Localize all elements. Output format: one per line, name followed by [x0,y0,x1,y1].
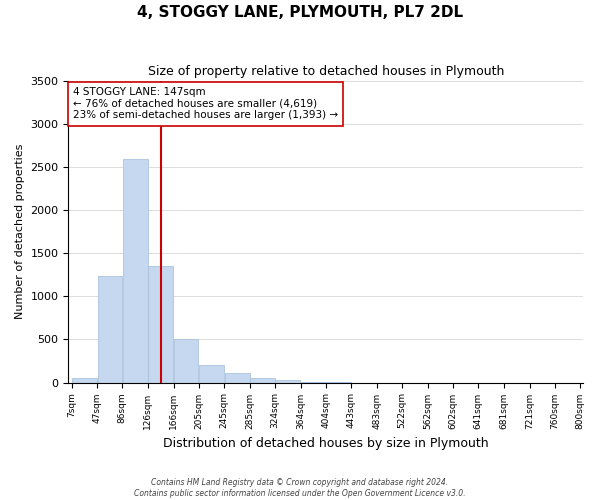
Y-axis label: Number of detached properties: Number of detached properties [15,144,25,320]
Bar [174,340,199,382]
Bar [250,378,275,382]
Bar [98,276,122,382]
Text: Contains HM Land Registry data © Crown copyright and database right 2024.
Contai: Contains HM Land Registry data © Crown c… [134,478,466,498]
Bar [122,159,148,382]
Bar [275,380,301,382]
Bar [72,378,97,382]
Bar [148,266,173,382]
Title: Size of property relative to detached houses in Plymouth: Size of property relative to detached ho… [148,65,504,78]
Text: 4, STOGGY LANE, PLYMOUTH, PL7 2DL: 4, STOGGY LANE, PLYMOUTH, PL7 2DL [137,5,463,20]
Bar [224,373,250,382]
Bar [199,366,224,382]
X-axis label: Distribution of detached houses by size in Plymouth: Distribution of detached houses by size … [163,437,489,450]
Text: 4 STOGGY LANE: 147sqm
← 76% of detached houses are smaller (4,619)
23% of semi-d: 4 STOGGY LANE: 147sqm ← 76% of detached … [73,88,338,120]
